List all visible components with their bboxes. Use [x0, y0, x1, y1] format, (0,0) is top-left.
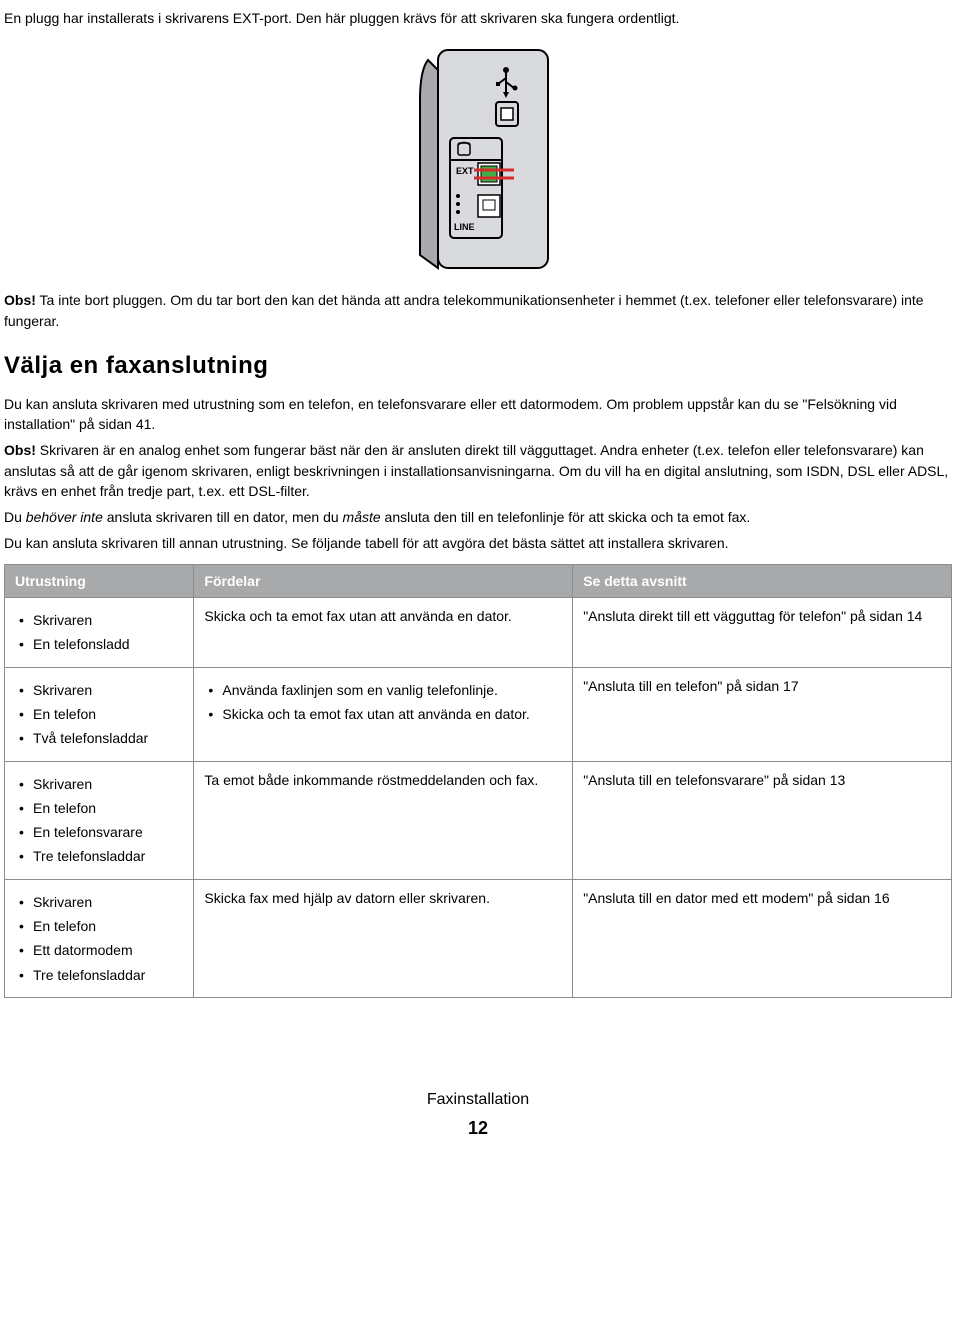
equipment-item: Tre telefonsladdar [15, 846, 183, 866]
section-heading: Välja en faxanslutning [4, 349, 952, 384]
para2-em2: måste [343, 509, 381, 525]
svg-text:LINE: LINE [454, 222, 475, 232]
equipment-item: En telefonsvarare [15, 822, 183, 842]
equipment-item: En telefonsladd [15, 634, 183, 654]
paragraph-2: Du behöver inte ansluta skrivaren till e… [4, 507, 952, 527]
cell-section: "Ansluta till en dator med ett modem" på… [573, 879, 952, 997]
printer-port-illustration: EXT LINE [4, 40, 952, 270]
th-section: Se detta avsnitt [573, 564, 952, 597]
note-1-text: Ta inte bort pluggen. Om du tar bort den… [4, 292, 924, 328]
page-footer: Faxinstallation 12 [4, 1088, 952, 1141]
cell-section: "Ansluta direkt till ett vägguttag för t… [573, 598, 952, 668]
connection-table: Utrustning Fördelar Se detta avsnitt Skr… [4, 564, 952, 998]
svg-text:EXT: EXT [456, 166, 474, 176]
equipment-item: En telefon [15, 704, 183, 724]
footer-title: Faxinstallation [4, 1088, 952, 1111]
intro-paragraph: En plugg har installerats i skrivarens E… [4, 8, 952, 28]
footer-page-number: 12 [4, 1115, 952, 1141]
equipment-item: Skrivaren [15, 892, 183, 912]
cell-section: "Ansluta till en telefonsvarare" på sida… [573, 761, 952, 879]
cell-benefits: Skicka och ta emot fax utan att använda … [194, 598, 573, 668]
cell-equipment: Skrivaren En telefonsladd [5, 598, 194, 668]
benefit-item: Använda faxlinjen som en vanlig telefonl… [204, 680, 562, 700]
benefit-item: Skicka och ta emot fax utan att använda … [204, 704, 562, 724]
cell-section: "Ansluta till en telefon" på sidan 17 [573, 667, 952, 761]
equipment-item: Skrivaren [15, 774, 183, 794]
para2-mid: ansluta skrivaren till en dator, men du [103, 509, 343, 525]
para2-post: ansluta den till en telefonlinje för att… [381, 509, 751, 525]
equipment-item: Skrivaren [15, 610, 183, 630]
para2-em1: behöver inte [26, 509, 103, 525]
equipment-item: Skrivaren [15, 680, 183, 700]
equipment-item: Ett datormodem [15, 940, 183, 960]
equipment-item: Tre telefonsladdar [15, 965, 183, 985]
cell-equipment: Skrivaren En telefon En telefonsvarare Tre … [5, 761, 194, 879]
equipment-item: En telefon [15, 916, 183, 936]
table-row: Skrivaren En telefon Två telefonsladdar Anv… [5, 667, 952, 761]
paragraph-3: Du kan ansluta skrivaren till annan utru… [4, 533, 952, 553]
note-2: Obs! Skrivaren är en analog enhet som fu… [4, 440, 952, 501]
cell-equipment: Skrivaren En telefon Två telefonsladdar [5, 667, 194, 761]
cell-benefits: Skicka fax med hjälp av datorn eller skr… [194, 879, 573, 997]
note-1-prefix: Obs! [4, 292, 36, 308]
th-equipment: Utrustning [5, 564, 194, 597]
note-2-prefix: Obs! [4, 442, 36, 458]
paragraph-1: Du kan ansluta skrivaren med utrustning … [4, 394, 952, 435]
cell-benefits: Ta emot både inkommande röstmeddelanden … [194, 761, 573, 879]
table-row: Skrivaren En telefon Ett datormodem Tre tel… [5, 879, 952, 997]
equipment-item: En telefon [15, 798, 183, 818]
note-2-text: Skrivaren är en analog enhet som fungera… [4, 442, 948, 499]
cell-benefits: Använda faxlinjen som en vanlig telefonl… [194, 667, 573, 761]
para2-pre: Du [4, 509, 26, 525]
note-1: Obs! Ta inte bort pluggen. Om du tar bor… [4, 290, 952, 331]
equipment-item: Två telefonsladdar [15, 728, 183, 748]
table-row: Skrivaren En telefonsladd Skicka och ta em… [5, 598, 952, 668]
th-benefits: Fördelar [194, 564, 573, 597]
cell-equipment: Skrivaren En telefon Ett datormodem Tre tel… [5, 879, 194, 997]
table-row: Skrivaren En telefon En telefonsvarare Tre … [5, 761, 952, 879]
